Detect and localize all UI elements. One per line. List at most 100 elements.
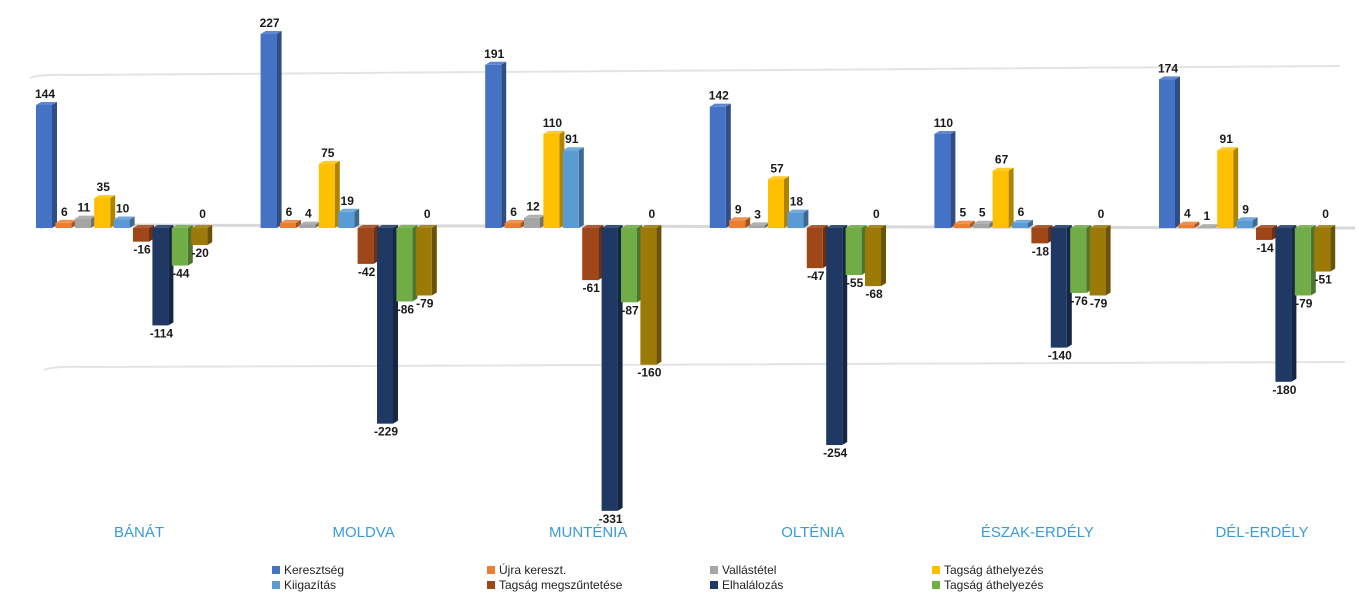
legend-item: Tagság áthelyezés	[932, 578, 1043, 592]
bar	[768, 176, 789, 228]
bar-value-label: 110	[934, 116, 954, 130]
bar	[543, 131, 565, 228]
bar-value-label: 0	[873, 207, 880, 221]
bar	[1236, 217, 1258, 228]
bar-value-label: -180	[1272, 383, 1296, 397]
bar-value-label: -76	[1071, 294, 1089, 308]
bar-value-label: 0	[1322, 207, 1329, 221]
bar	[280, 219, 301, 228]
bar	[1178, 221, 1200, 228]
bar-value-label: 91	[1220, 132, 1234, 146]
bar	[1217, 147, 1239, 228]
bar	[504, 219, 526, 228]
bar	[582, 225, 604, 281]
bar	[133, 225, 154, 242]
bar	[1294, 225, 1316, 296]
legend-item: Tagság áthelyezés	[932, 563, 1043, 577]
bar	[1159, 76, 1180, 228]
bar-value-label: 227	[260, 16, 280, 30]
bar-value-label: 9	[1242, 202, 1249, 216]
bar	[1089, 225, 1111, 296]
legend-label: Tagság megszűntetése	[499, 578, 623, 592]
legend-swatch	[710, 566, 718, 574]
chart-floor-line	[43, 361, 1346, 371]
bar	[485, 61, 507, 229]
legend-item: Keresztség	[272, 563, 344, 577]
bar-value-label: 0	[199, 207, 206, 221]
bar	[729, 217, 751, 228]
bar-value-label: 0	[648, 207, 655, 221]
bar-value-label: 191	[484, 47, 504, 61]
bar-value-label: 144	[35, 87, 55, 101]
bar	[621, 225, 642, 303]
bar	[338, 208, 360, 228]
bar-value-label: -18	[1032, 244, 1050, 258]
bar	[1275, 225, 1297, 382]
bar-value-label: -87	[621, 303, 639, 317]
bar-value-label: -254	[823, 446, 847, 460]
legend-label: Keresztség	[284, 563, 344, 577]
legend-label: Elhalálozás	[722, 578, 783, 592]
bar	[934, 131, 956, 228]
bar	[1314, 225, 1336, 272]
bar-value-label: 18	[790, 195, 804, 209]
category-label: MUNTÉNIA	[549, 524, 627, 541]
bar	[191, 225, 213, 246]
legend-label: Tagság áthelyezés	[944, 563, 1043, 577]
bar	[1050, 225, 1072, 348]
bar-value-label: -20	[192, 246, 210, 260]
legend-label: Vallástétel	[722, 563, 776, 577]
legend-swatch	[487, 581, 495, 589]
bar	[260, 31, 282, 228]
bars-group	[36, 31, 1336, 511]
bar-value-label: 6	[1018, 205, 1025, 219]
bar	[36, 101, 57, 228]
bar	[845, 225, 867, 275]
bar-value-label: 10	[116, 201, 130, 215]
bar-value-label: -55	[846, 276, 864, 290]
bar	[865, 225, 886, 287]
bar	[318, 160, 340, 228]
bar-value-label: 6	[286, 205, 293, 219]
category-label: MOLDVA	[332, 524, 394, 541]
legend-item: Elhalálozás	[710, 578, 783, 592]
bar	[377, 225, 398, 424]
legend-swatch	[272, 566, 280, 574]
legend-swatch	[710, 581, 718, 589]
bar-value-label: 75	[321, 146, 335, 160]
bar	[826, 225, 848, 446]
category-labels-group: BÁNÁT MOLDVA MUNTÉNIA OLTÉNIA ÉSZAK-ERDÉLY DÉ…	[114, 524, 1309, 541]
bar	[94, 195, 116, 228]
bar-value-label: 57	[770, 161, 784, 175]
bar	[992, 167, 1014, 228]
bar-value-label: -79	[1090, 297, 1108, 311]
bar-value-label: 4	[1184, 207, 1191, 221]
legend-label: Kiigazítás	[284, 578, 336, 592]
bar-value-label: 142	[709, 89, 729, 103]
bar-value-label: 4	[305, 207, 312, 221]
bar-value-label: -68	[865, 287, 883, 301]
bar-value-label: -331	[599, 512, 623, 526]
bar	[1070, 225, 1092, 293]
bar-value-label: 9	[735, 202, 742, 216]
bar	[55, 219, 77, 228]
bar-value-label: 110	[543, 116, 563, 130]
bar-value-label: -140	[1048, 349, 1072, 363]
bar	[640, 225, 662, 365]
bar-value-label: 12	[526, 200, 540, 214]
bar-value-label: -61	[583, 281, 601, 295]
category-label: BÁNÁT	[114, 524, 164, 541]
bar-value-label: 11	[77, 201, 90, 215]
category-label: DÉL-ERDÉLY	[1215, 524, 1308, 541]
bar-value-label: 0	[1098, 207, 1105, 221]
legend-label: Tagság áthelyezés	[944, 578, 1043, 592]
bar	[806, 225, 828, 269]
bar	[562, 147, 584, 228]
bar	[74, 215, 96, 228]
bar	[787, 209, 809, 228]
bar	[709, 103, 731, 228]
bar-value-label: -79	[416, 297, 434, 311]
legend-item: Tagság megszűntetése	[487, 578, 623, 592]
bar	[1256, 225, 1277, 240]
